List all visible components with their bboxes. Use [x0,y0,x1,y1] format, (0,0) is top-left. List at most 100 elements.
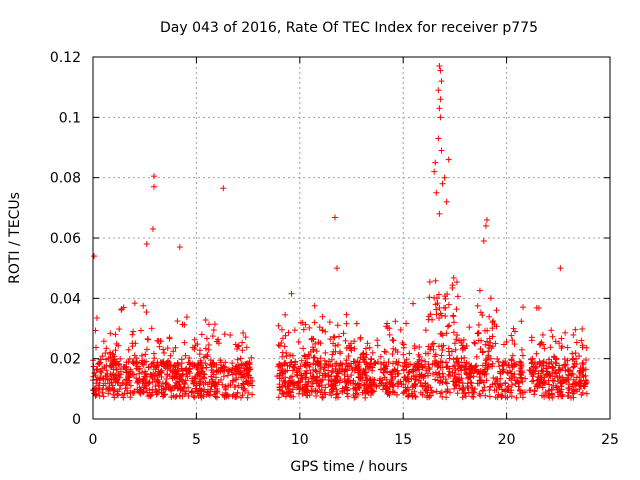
data-point [530,377,537,384]
data-point [213,361,220,368]
data-point [432,277,439,284]
data-point [190,380,197,387]
data-point [160,391,167,398]
data-point [246,372,253,379]
data-point [368,355,375,362]
data-point [482,222,489,229]
data-point [319,313,326,320]
data-point [164,345,171,352]
data-point [479,312,486,319]
data-point [311,302,318,309]
data-point [472,340,479,347]
data-point [281,343,288,350]
data-point [181,339,188,346]
data-point [467,379,474,386]
data-point [520,304,527,311]
data-point [176,244,183,251]
data-point [225,393,232,400]
data-point [454,332,461,339]
data-point [144,335,151,342]
data-point [150,359,157,366]
data-point [125,346,132,353]
data-point [431,294,438,301]
data-point [93,314,100,321]
data-point [237,355,244,362]
data-point [474,302,481,309]
data-point [435,291,442,298]
data-point [430,340,437,347]
data-point [172,344,179,351]
data-point [441,304,448,311]
data-point [439,180,446,187]
data-point [486,335,493,342]
data-point [295,338,302,345]
data-point [476,287,483,294]
data-point [561,356,568,363]
data-point [116,326,123,333]
data-point [579,325,586,332]
data-point [340,330,347,337]
data-point [156,370,163,377]
data-point [112,331,119,338]
data-point [152,383,159,390]
data-point [142,385,149,392]
data-point [466,324,473,331]
data-point [96,392,103,399]
data-point [171,369,178,376]
data-point [189,388,196,395]
y-tick-label: 0.12 [50,50,81,66]
data-point [181,321,188,328]
data-point [351,338,358,345]
data-point [289,386,296,393]
data-point [215,336,222,343]
data-point [217,357,224,364]
data-point [134,379,141,386]
data-point [193,385,200,392]
data-point [194,390,201,397]
data-point [226,367,233,374]
data-point [153,372,160,379]
data-point [133,375,140,382]
data-point [220,373,227,380]
data-point [445,301,452,308]
data-point [108,362,115,369]
data-point [336,333,343,340]
data-point [179,370,186,377]
data-point [140,302,147,309]
data-point [146,379,153,386]
data-point [202,345,209,352]
data-point [312,392,319,399]
data-point [445,156,452,163]
data-point [100,393,107,400]
data-point [136,384,143,391]
data-point [381,348,388,355]
data-point [513,394,520,401]
data-point [281,379,288,386]
data-point [518,318,525,325]
y-tick-label: 0.1 [59,110,81,126]
x-tick-label: 10 [291,432,309,448]
data-point [115,379,122,386]
data-point [179,387,186,394]
data-point [477,346,484,353]
data-point [221,331,228,338]
data-point [100,376,107,383]
y-axis-ticks: 0 0.02 0.04 0.06 0.08 0.1 0.12 [50,50,610,428]
data-point [342,337,349,344]
data-point [344,378,351,385]
data-point [528,337,535,344]
data-point [120,363,127,370]
data-point [228,367,235,374]
data-point [243,364,250,371]
data-point [426,294,433,301]
data-point [186,365,193,372]
chart-title: Day 043 of 2016, Rate Of TEC Index for r… [160,20,538,36]
data-point [238,360,245,367]
data-point [548,327,555,334]
data-point [160,360,167,367]
data-point [156,343,163,350]
data-point [151,376,158,383]
data-point [306,324,313,331]
data-point [400,344,407,351]
